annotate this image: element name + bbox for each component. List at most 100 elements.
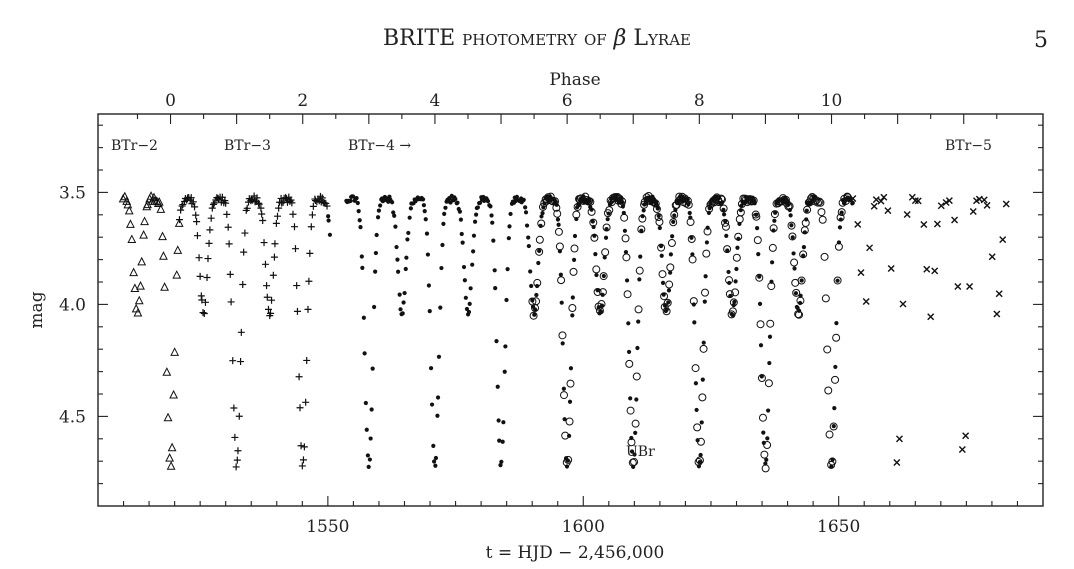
- data-point-btr5: [887, 264, 895, 272]
- data-point: [376, 208, 382, 213]
- data-point: [689, 235, 694, 240]
- data-point-ubr: [592, 265, 601, 274]
- data-point-ubr: [602, 223, 611, 232]
- data-point-btr2: [134, 295, 144, 305]
- data-point: [463, 295, 468, 300]
- data-point: [704, 240, 710, 245]
- data-point: [455, 200, 460, 205]
- data-point: [326, 218, 331, 223]
- data-point: [425, 252, 431, 257]
- data-point: [504, 297, 509, 303]
- data-point: [470, 262, 475, 267]
- data-point: [721, 207, 726, 212]
- data-point: [496, 418, 501, 423]
- data-point: [326, 214, 331, 219]
- data-point-btr5: [857, 269, 865, 277]
- data-point: [791, 251, 796, 256]
- data-point: [506, 236, 511, 241]
- data-point-ubr: [719, 204, 728, 213]
- plot-axes: 1550 1600 1650 0 2 4 6 8 10 3.5 4.0 4.5: [59, 91, 1043, 537]
- data-point: [477, 200, 483, 205]
- data-point: [439, 265, 444, 271]
- data-point-btr5: [927, 313, 935, 321]
- data-point: [789, 223, 794, 228]
- data-point-ubr: [703, 227, 712, 236]
- data-point: [367, 457, 372, 462]
- data-point-ubr: [688, 255, 697, 264]
- data-point-btr2: [158, 231, 167, 241]
- data-point: [406, 230, 411, 236]
- data-point-ubr: [572, 210, 581, 219]
- data-point: [507, 224, 512, 229]
- data-point: [424, 231, 430, 236]
- data-point: [471, 233, 477, 238]
- data-point-ubr: [746, 195, 755, 204]
- data-point: [528, 269, 533, 274]
- data-point-ubr: [797, 276, 806, 285]
- data-point: [369, 407, 374, 412]
- data-point-ubr: [663, 298, 672, 307]
- phase-tick-label: 4: [430, 91, 441, 111]
- data-point-btr5: [980, 196, 988, 204]
- data-point-btr3: [257, 204, 265, 212]
- data-point: [724, 233, 729, 238]
- data-point-ubr: [631, 419, 640, 428]
- data-point-btr3: [239, 281, 247, 289]
- data-point-btr3: [240, 248, 248, 256]
- data-point: [374, 232, 379, 238]
- data-point: [555, 217, 561, 222]
- data-point: [428, 366, 434, 371]
- data-point: [700, 377, 705, 382]
- data-point-btr5: [937, 202, 945, 210]
- data-point: [393, 224, 398, 229]
- data-point-btr5: [966, 282, 974, 290]
- data-point: [432, 459, 437, 464]
- data-point-btr2: [160, 282, 170, 291]
- data-point: [567, 399, 573, 404]
- data-point-ubr: [535, 247, 544, 256]
- data-point-btr3: [259, 217, 267, 225]
- data-point-ubr: [565, 417, 574, 426]
- data-point-ubr: [621, 234, 630, 243]
- data-point: [366, 464, 371, 469]
- data-point-btr3: [232, 463, 240, 471]
- data-point-ubr: [546, 192, 555, 201]
- data-point-ubr: [587, 207, 596, 216]
- data-point: [633, 430, 638, 435]
- data-point-btr3: [193, 232, 201, 240]
- data-point: [524, 223, 530, 228]
- data-point-btr3: [304, 305, 312, 313]
- data-point-btr3: [263, 282, 271, 290]
- data-point: [801, 245, 807, 250]
- data-point: [500, 439, 505, 444]
- data-point-ubr: [623, 290, 632, 299]
- data-point-btr5: [923, 265, 931, 273]
- data-point-btr5: [945, 197, 953, 205]
- data-point: [532, 312, 537, 317]
- data-point-btr5: [884, 207, 892, 215]
- data-point-btr3: [300, 443, 308, 451]
- data-point: [693, 381, 699, 386]
- data-point: [489, 213, 494, 218]
- data-point-ubr: [834, 242, 843, 251]
- data-point-ubr: [799, 250, 808, 259]
- data-point-btr3: [195, 254, 203, 262]
- data-point-ubr: [696, 437, 705, 446]
- data-point-ubr: [820, 252, 829, 261]
- data-point-ubr: [725, 276, 734, 285]
- data-point: [657, 225, 662, 231]
- data-point-btr3: [233, 456, 241, 464]
- data-point-btr3: [224, 223, 232, 231]
- data-point-btr3: [305, 277, 313, 285]
- data-point: [498, 463, 503, 468]
- data-point: [726, 269, 731, 275]
- data-point-btr2: [120, 191, 130, 201]
- data-point-btr3: [206, 226, 214, 234]
- title-greek: β: [613, 26, 627, 51]
- data-point: [505, 267, 510, 272]
- data-point: [758, 343, 764, 348]
- data-point-ubr: [598, 288, 607, 297]
- data-point-ubr: [749, 196, 758, 205]
- data-point-btr3: [175, 216, 183, 224]
- data-point-btr3: [203, 273, 211, 281]
